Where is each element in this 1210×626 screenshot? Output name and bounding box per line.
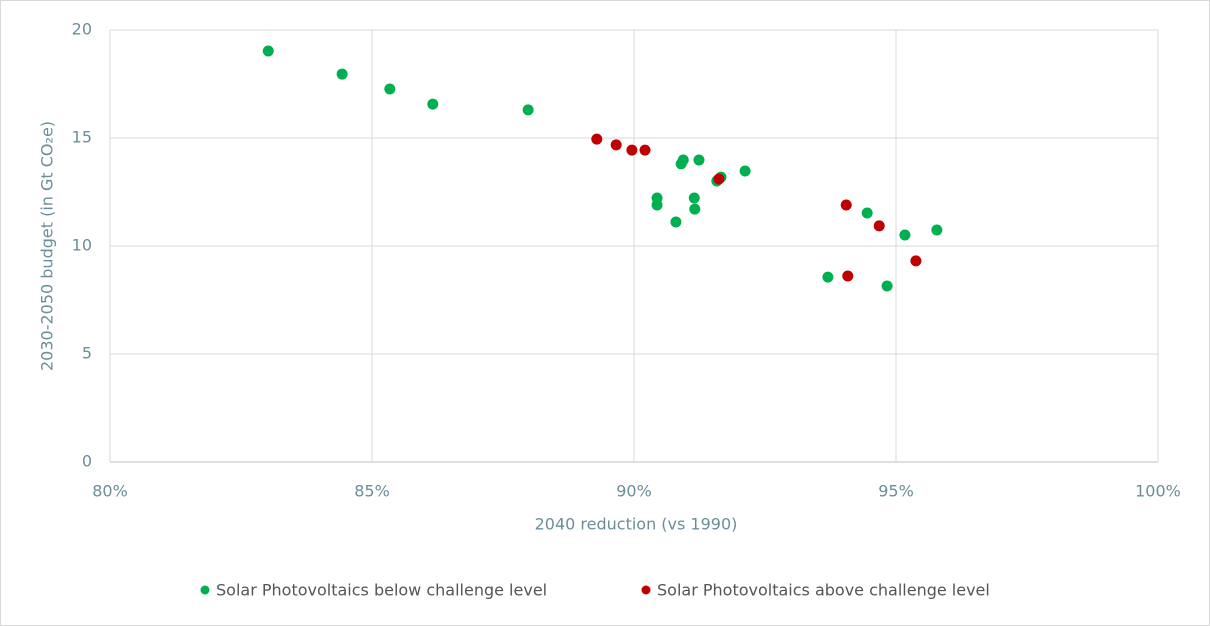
point <box>822 271 834 283</box>
point <box>522 104 534 116</box>
x-tick-label: 80% <box>92 482 128 501</box>
point <box>842 270 854 282</box>
point <box>739 165 751 177</box>
x-tick-label: 90% <box>616 482 652 501</box>
point <box>881 280 893 292</box>
point <box>262 45 274 57</box>
y-tick-label: 20 <box>72 20 92 39</box>
point <box>651 199 663 211</box>
y-tick-label: 10 <box>72 236 92 255</box>
y-tick-label: 5 <box>82 344 92 363</box>
point <box>693 154 705 166</box>
point <box>873 220 885 232</box>
legend: Solar Photovoltaics below challenge leve… <box>200 581 990 600</box>
point <box>670 216 682 228</box>
y-tick-label: 0 <box>82 452 92 471</box>
point <box>336 68 348 80</box>
legend-marker <box>200 585 210 595</box>
point <box>427 98 439 110</box>
x-tick-label: 85% <box>354 482 390 501</box>
legend-label: Solar Photovoltaics below challenge leve… <box>216 581 547 600</box>
point <box>639 144 651 156</box>
point <box>713 173 725 185</box>
point <box>861 207 873 219</box>
legend-label: Solar Photovoltaics above challenge leve… <box>657 581 990 600</box>
point <box>591 133 603 145</box>
point <box>610 139 622 151</box>
point <box>840 199 852 211</box>
point <box>899 229 911 241</box>
point <box>689 203 701 215</box>
x-axis-title: 2040 reduction (vs 1990) <box>535 515 738 534</box>
y-tick-label: 15 <box>72 128 92 147</box>
point <box>384 83 396 95</box>
legend-marker <box>641 585 651 595</box>
x-tick-label: 95% <box>878 482 914 501</box>
point <box>931 224 943 236</box>
y-axis-title: 2030-2050 budget (in Gt CO₂e) <box>38 121 57 371</box>
point <box>910 255 922 267</box>
x-tick-label: 100% <box>1135 482 1181 501</box>
point <box>626 144 638 156</box>
point <box>688 192 700 204</box>
point <box>675 158 687 170</box>
